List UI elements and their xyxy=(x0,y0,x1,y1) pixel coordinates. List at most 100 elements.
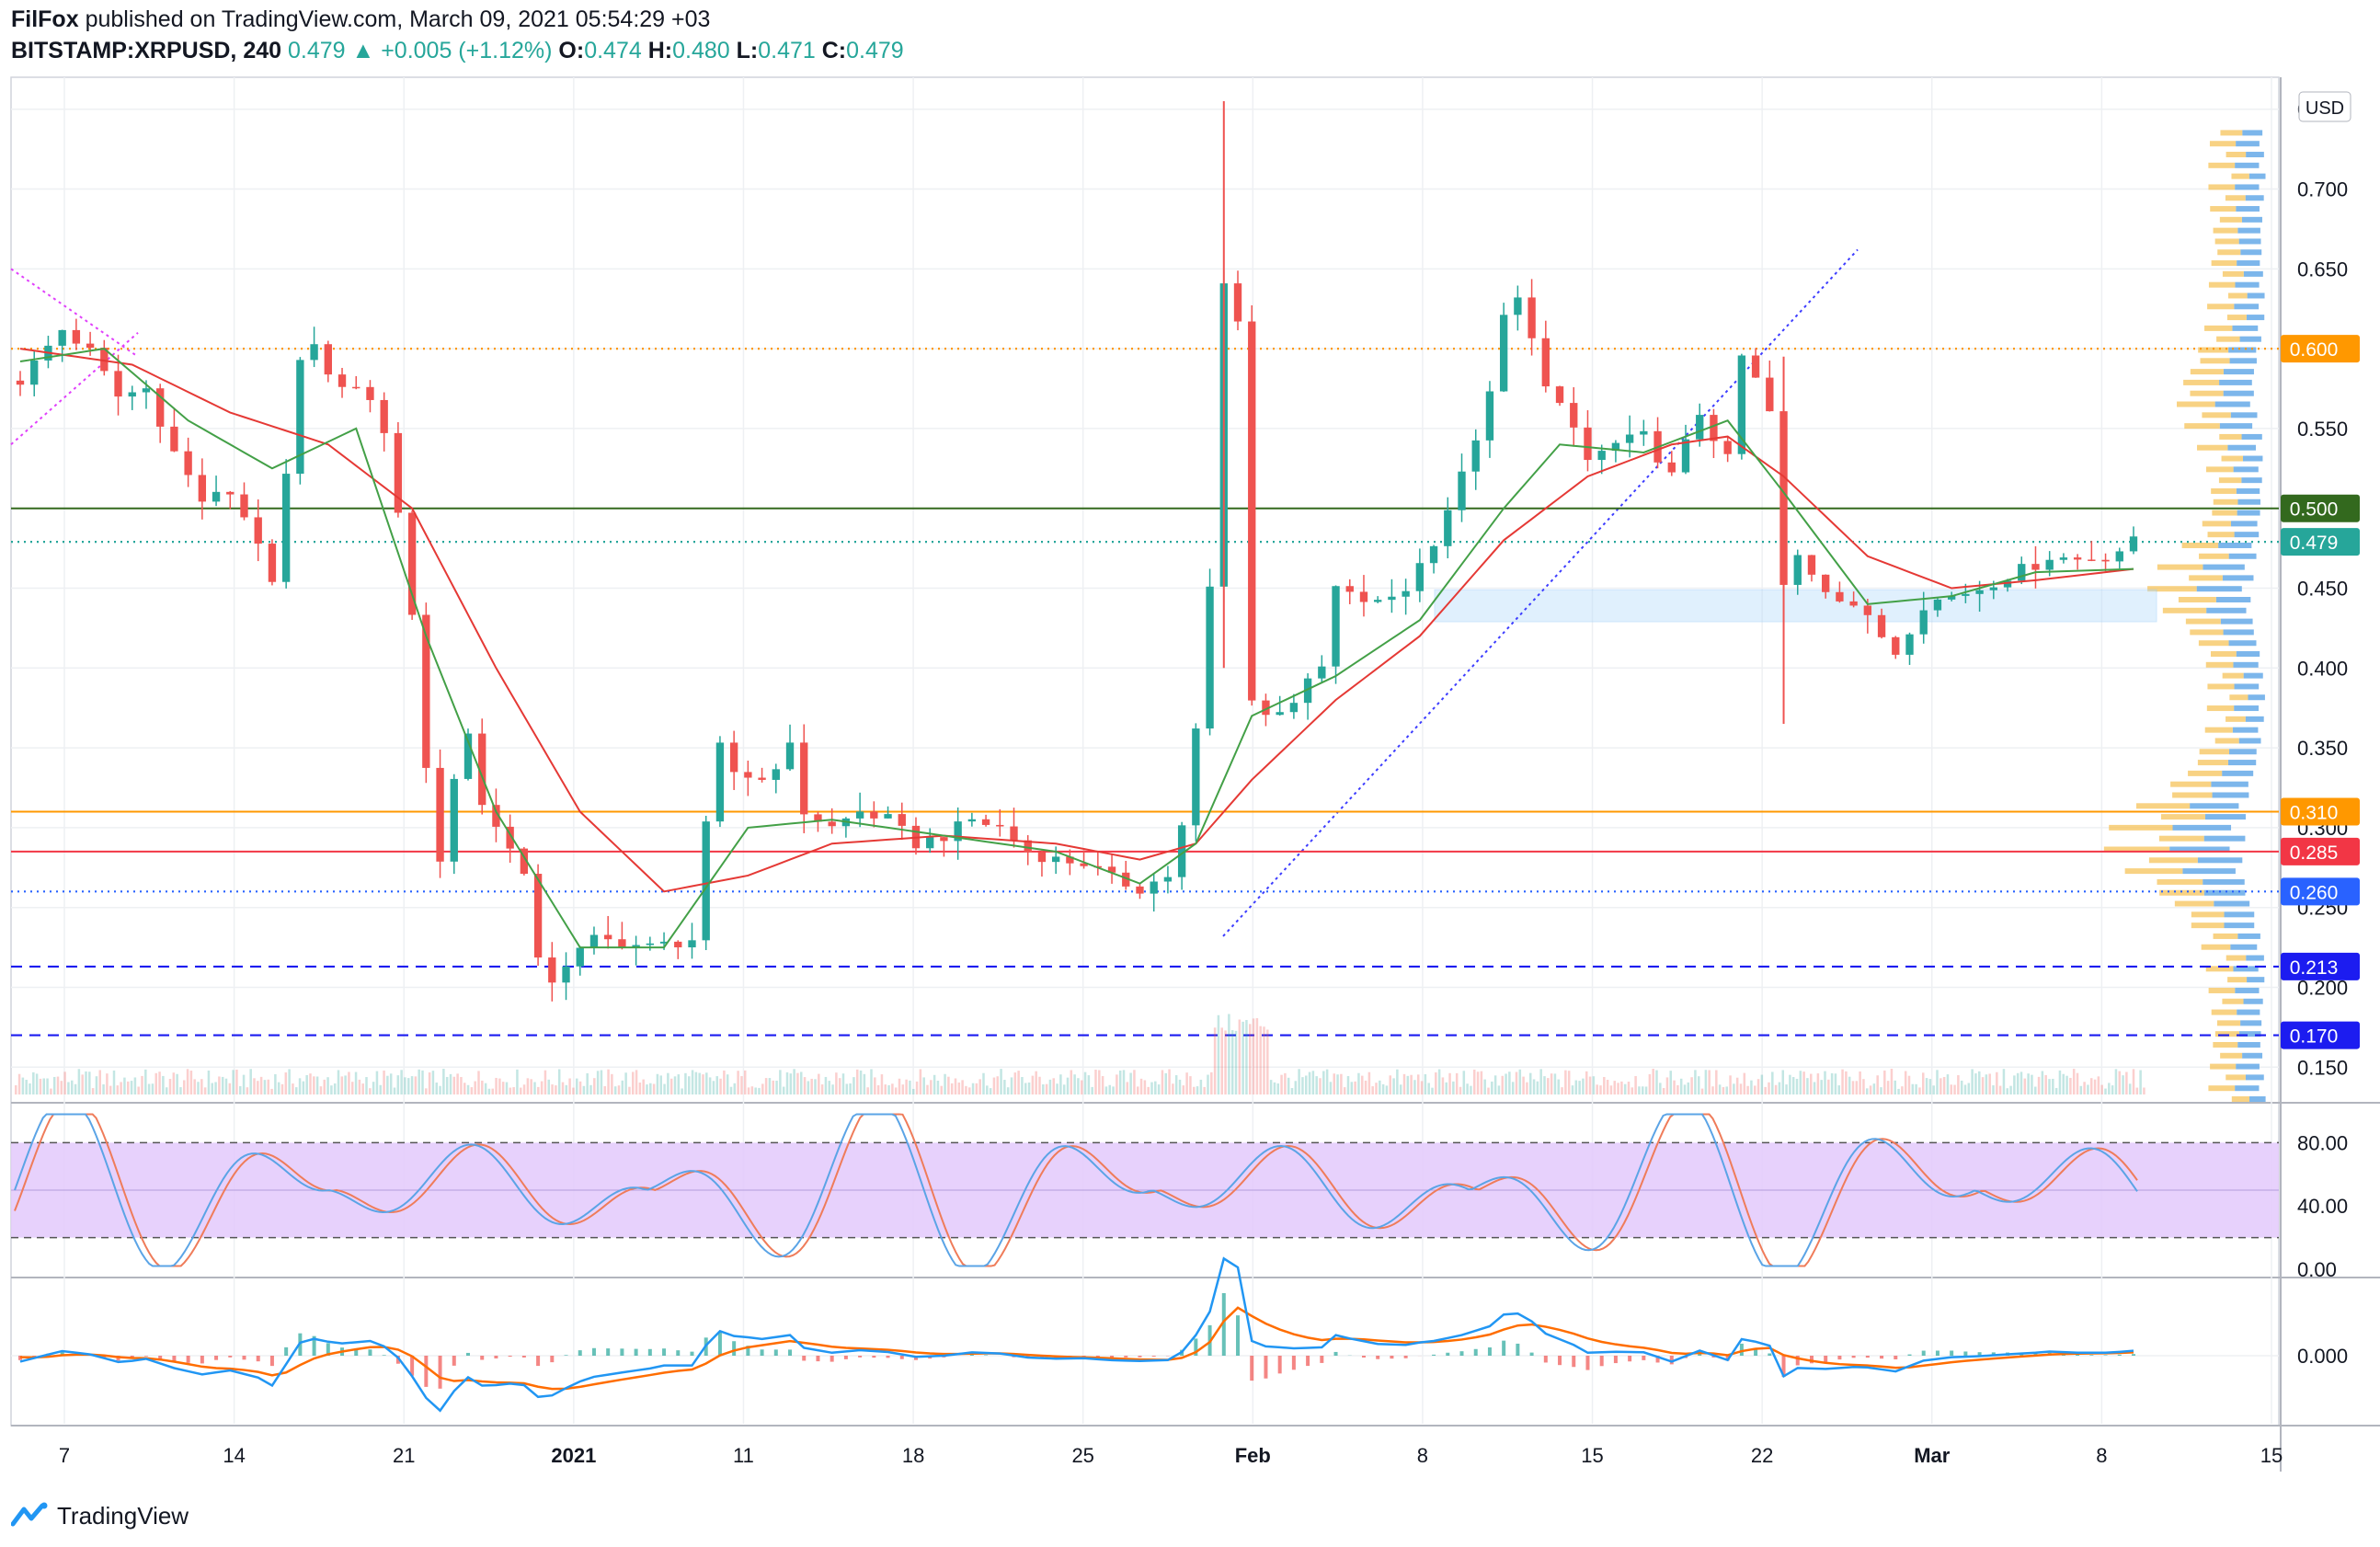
volume-bar xyxy=(1207,1074,1209,1094)
macd-histogram-bar xyxy=(1921,1350,1926,1356)
stoch-tick-label: 40.00 xyxy=(2297,1195,2348,1218)
volume-bar xyxy=(1869,1085,1872,1094)
volume-bar xyxy=(179,1087,182,1094)
volume-bar xyxy=(659,1075,662,1094)
macd-histogram-bar xyxy=(480,1356,485,1360)
candle-body xyxy=(1136,886,1144,894)
moving-average-green xyxy=(19,348,2134,949)
volume-profile-bar xyxy=(2189,575,2223,581)
volume-bar xyxy=(2002,1069,2006,1094)
volume-profile-bar xyxy=(2248,173,2266,179)
candle-body xyxy=(1150,881,1158,894)
candle-body xyxy=(1163,877,1173,882)
macd-histogram-bar xyxy=(1880,1356,1884,1359)
volume-bar xyxy=(1582,1078,1585,1094)
macd-histogram-bar xyxy=(395,1356,400,1364)
candle-body xyxy=(1388,596,1396,601)
volume-bar xyxy=(835,1072,838,1094)
volume-bar xyxy=(333,1083,337,1094)
candle-body xyxy=(1570,403,1578,428)
volume-bar xyxy=(578,1081,582,1094)
tradingview-logo[interactable]: TradingView xyxy=(11,1497,189,1534)
volume-profile-bar xyxy=(2226,955,2247,961)
macd-histogram-bar xyxy=(760,1349,764,1356)
volume-bar xyxy=(1263,1026,1265,1094)
volume-bar xyxy=(852,1077,855,1094)
candle-body xyxy=(1345,586,1354,592)
volume-profile-bar xyxy=(2148,857,2198,864)
volume-bar xyxy=(537,1086,540,1094)
candle-body xyxy=(450,778,458,862)
volume-bar xyxy=(109,1085,112,1094)
macd-histogram-bar xyxy=(1698,1353,1702,1356)
candle-body xyxy=(226,491,235,495)
volume-bar xyxy=(211,1083,213,1094)
volume-profile-bar xyxy=(2214,738,2239,744)
volume-profile-bar xyxy=(2226,1074,2246,1081)
volume-profile-bar xyxy=(2221,455,2243,462)
volume-bar xyxy=(1932,1085,1935,1094)
volume-profile-bar xyxy=(2200,358,2230,364)
volume-bar xyxy=(2114,1069,2118,1094)
candle-body xyxy=(967,819,977,822)
volume-bar xyxy=(1830,1072,1834,1094)
volume-bar xyxy=(77,1069,81,1094)
volume-bar xyxy=(1420,1081,1424,1094)
volume-bar xyxy=(1802,1071,1805,1094)
volume-bar xyxy=(1062,1084,1066,1094)
volume-bar xyxy=(1333,1073,1335,1094)
volume-profile-bar xyxy=(2207,532,2235,538)
volume-profile-bar xyxy=(2203,835,2246,842)
volume-bar xyxy=(2031,1074,2033,1094)
macd-histogram-bar xyxy=(858,1356,863,1358)
volume-bar xyxy=(235,1069,238,1094)
volume-profile-bar xyxy=(2226,716,2246,722)
volume-bar xyxy=(1010,1077,1013,1094)
volume-bar xyxy=(1704,1070,1708,1094)
volume-profile-bar xyxy=(2208,162,2236,168)
volume-bar xyxy=(1213,1027,1217,1094)
volume-bar xyxy=(393,1087,396,1094)
volume-bar xyxy=(2108,1083,2111,1094)
candle-body xyxy=(1192,728,1200,826)
x-tick-label: 7 xyxy=(59,1444,70,1467)
volume-bar xyxy=(782,1086,785,1094)
volume-bar xyxy=(1771,1071,1774,1094)
volume-bar xyxy=(1402,1073,1406,1094)
volume-bar xyxy=(547,1079,550,1094)
candle-body xyxy=(1710,415,1718,441)
macd-histogram-bar xyxy=(242,1356,246,1360)
macd-histogram-bar xyxy=(773,1349,778,1356)
symbol-label[interactable]: BITSTAMP:XRPUSD, 240 xyxy=(11,38,282,63)
candle-body xyxy=(1499,315,1508,392)
candle-body xyxy=(1849,601,1858,606)
macd-histogram-bar xyxy=(802,1356,807,1361)
volume-bar xyxy=(369,1088,372,1094)
volume-bar xyxy=(1638,1086,1641,1094)
macd-histogram-bar xyxy=(816,1356,820,1362)
macd-histogram-bar xyxy=(60,1351,64,1356)
candle-body xyxy=(1723,441,1732,454)
volume-bar xyxy=(1547,1078,1550,1094)
volume-bar xyxy=(1683,1084,1687,1094)
volume-bar xyxy=(452,1076,456,1094)
candle-body xyxy=(463,733,473,779)
volume-bar xyxy=(445,1076,449,1094)
volume-bar xyxy=(1276,1083,1279,1094)
volume-profile-bar xyxy=(2233,966,2259,972)
volume-bar xyxy=(133,1077,137,1094)
volume-bar xyxy=(740,1076,743,1094)
macd-histogram-bar xyxy=(1824,1356,1828,1362)
volume-profile-bar xyxy=(2177,401,2215,407)
price-level-label: 0.600 xyxy=(2290,339,2339,361)
candle-body xyxy=(58,329,66,346)
publisher-name[interactable]: FilFox xyxy=(11,6,79,32)
candle-body xyxy=(72,329,81,344)
volume-bar xyxy=(1791,1077,1795,1094)
macd-histogram-bar xyxy=(1907,1354,1912,1356)
volume-bar xyxy=(1950,1084,1952,1094)
volume-bar xyxy=(183,1080,186,1094)
macd-histogram-bar xyxy=(886,1356,890,1358)
volume-profile-bar xyxy=(2213,498,2238,505)
